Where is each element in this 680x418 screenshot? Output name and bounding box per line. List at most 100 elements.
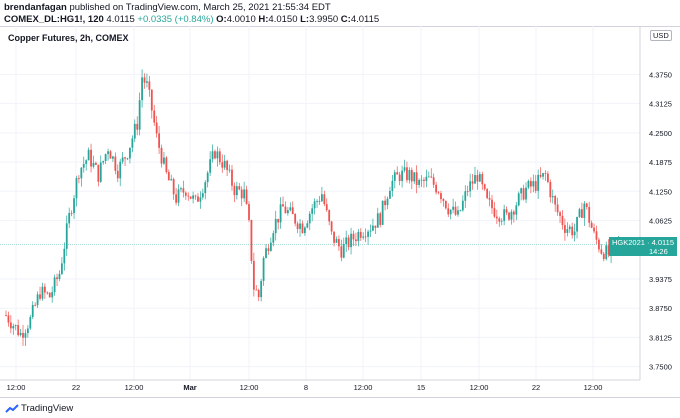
candle-body: [413, 172, 416, 182]
candle-body: [568, 226, 571, 230]
candle-body: [398, 174, 401, 181]
candle-body: [313, 201, 316, 209]
last-price-tag-value: HGK2021 · 4.0115: [612, 238, 674, 247]
candle-body: [359, 231, 362, 238]
candle-body: [600, 249, 603, 254]
candle-body: [350, 233, 352, 248]
candle-body: [299, 223, 301, 229]
candle-body: [43, 286, 46, 293]
candle-body: [218, 151, 221, 163]
candle-body: [527, 180, 530, 188]
candle-body: [403, 167, 406, 171]
time-tick-label: 12:00: [125, 383, 144, 392]
candle-body: [141, 77, 143, 101]
footer: TradingView: [0, 400, 680, 418]
price-tick-label: 3.8750: [649, 304, 672, 313]
candle-body: [150, 89, 153, 111]
candle-body: [381, 200, 384, 225]
candle-body: [488, 198, 491, 200]
candle-body: [165, 157, 168, 173]
time-tick-label: 22: [72, 383, 80, 392]
candle-body: [476, 175, 479, 182]
chart-frame: [0, 26, 680, 398]
candle-body: [588, 206, 591, 223]
candle-body: [56, 277, 58, 280]
candle-body: [129, 147, 131, 159]
candle-body: [121, 157, 124, 162]
open-value: 4.0010: [226, 14, 256, 25]
candle-body: [478, 174, 481, 182]
candle-body: [581, 209, 583, 218]
time-tick-label: 12:00: [584, 383, 603, 392]
candle-body: [425, 176, 428, 181]
candle-body: [590, 222, 593, 228]
time-tick-label: 12:00: [240, 383, 259, 392]
candle-body: [175, 194, 177, 203]
price-chart[interactable]: 4.3750 4.3125 4.2500 4.1875 4.1250 4.0625 3.93…: [0, 26, 680, 398]
candle-body: [357, 231, 360, 242]
time-tick-label: 15: [417, 383, 425, 392]
symbol-name[interactable]: COMEX_DL:HG1!, 120: [4, 14, 104, 25]
candle-body: [585, 203, 588, 207]
candle-body: [303, 227, 306, 234]
candle-body: [410, 170, 413, 182]
candle-body: [245, 189, 248, 205]
candle-body: [70, 212, 73, 214]
price-axis[interactable]: 4.3750 4.3125 4.2500 4.1875 4.1250 4.0625 3.93…: [649, 70, 672, 371]
candle-body: [559, 212, 561, 216]
candle-body: [515, 205, 518, 215]
candle-body: [17, 325, 20, 336]
candle-body: [408, 170, 411, 181]
candle-body: [39, 294, 41, 299]
candle-body: [126, 158, 129, 160]
candle-body: [437, 192, 440, 194]
candle-body: [68, 212, 71, 224]
candle-body: [529, 180, 532, 187]
candle-body: [206, 172, 209, 183]
candle-body: [226, 160, 229, 171]
candle-body: [5, 315, 7, 317]
candle-body: [90, 149, 92, 167]
candle-body: [376, 213, 379, 228]
candle-body: [82, 163, 85, 168]
currency-badge[interactable]: USD: [650, 30, 672, 41]
candle-body: [595, 231, 598, 240]
candle-body: [272, 233, 275, 243]
candle-body: [211, 151, 214, 160]
candle-body: [136, 123, 139, 130]
candle-body: [578, 209, 581, 217]
candle-body: [440, 193, 442, 200]
candle-body: [92, 162, 95, 167]
candle-body: [508, 212, 510, 220]
candle-body: [9, 322, 12, 329]
candle-body: [199, 197, 202, 202]
candle-body: [65, 223, 68, 249]
candle-body: [306, 223, 309, 228]
candle-body: [204, 182, 207, 194]
candle-body: [364, 236, 367, 238]
candle-body: [447, 208, 450, 215]
candle-body: [255, 289, 258, 291]
candle-body: [104, 154, 107, 161]
candle-body: [73, 198, 75, 214]
time-axis[interactable]: 12:00 22 12:00 Mar 12:00 8 12:00 15 12:00 22 12:00: [7, 383, 603, 392]
candle-body: [163, 157, 165, 164]
grid-lines: [0, 26, 640, 380]
candle-body: [308, 213, 311, 224]
brand-name[interactable]: TradingView: [21, 403, 74, 414]
candle-body: [457, 210, 459, 215]
candles: [5, 69, 620, 346]
candle-body: [286, 210, 289, 214]
candle-body: [525, 187, 527, 200]
candle-body: [352, 233, 355, 240]
price-tick-label: 4.0625: [649, 217, 672, 226]
candle-body: [362, 236, 365, 238]
candle-body: [158, 133, 160, 148]
candle-body: [435, 184, 438, 193]
candle-body: [554, 196, 557, 205]
candle-body: [576, 216, 578, 232]
author-name[interactable]: brendanfagan: [4, 2, 67, 13]
candle-body: [85, 160, 88, 164]
candle-body: [260, 280, 263, 298]
candle-body: [483, 184, 486, 190]
